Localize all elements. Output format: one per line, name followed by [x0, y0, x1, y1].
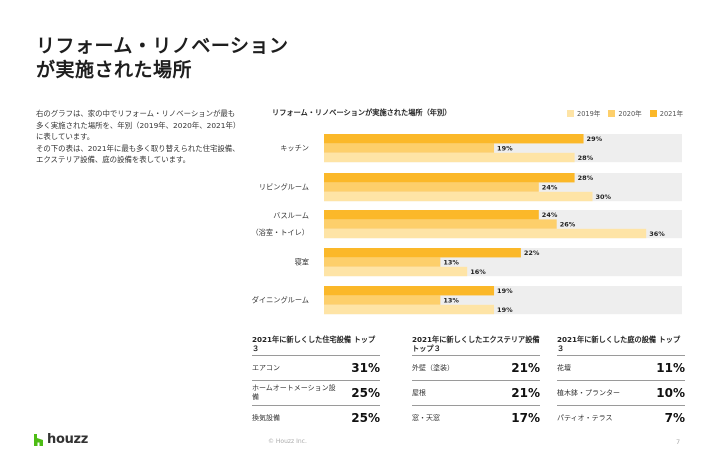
bar-2019-cat0: [324, 152, 575, 163]
top3-tables: 2021年に新しくした住宅設備 トップ３ エアコン 31% ホームオートメーション設備…: [252, 335, 685, 435]
table-row-value: 31%: [351, 361, 380, 375]
description-paragraph-1: 右のグラフは、家の中でリフォーム・リノベーションが最も多く実施された場所を、年別…: [36, 109, 241, 142]
legend-label-2020: 2020年: [618, 110, 642, 118]
data-label-2019-cat1: 30%: [596, 193, 612, 201]
table-row-label: 外壁（塗装）: [412, 363, 454, 372]
houzz-logo: houzz: [34, 432, 88, 447]
table-row: ホームオートメーション設備 25%: [252, 380, 380, 405]
table-row-label: パティオ・テラス: [557, 413, 613, 422]
bar-2019-cat4: [324, 304, 495, 315]
data-label-2019-cat0: 28%: [578, 154, 594, 162]
table-2: 2021年に新しくしたエクステリア設備 トップ３ 外壁（塗装） 21% 屋根 21% 窓・…: [412, 335, 540, 430]
bar-2020-cat0: [324, 143, 495, 153]
category-label-0: キッチン: [280, 144, 309, 153]
table-row-label: 植木鉢・プランター: [557, 388, 620, 397]
table-row-value: 17%: [511, 411, 540, 425]
category-label-2-line0: バスルーム: [273, 211, 309, 220]
legend-swatch-2020: [608, 109, 616, 117]
data-label-2020-cat1: 24%: [542, 183, 558, 191]
houzz-logo-text: houzz: [47, 432, 89, 447]
table-row-label: 換気設備: [252, 413, 280, 422]
bar-2019-cat2: [324, 228, 647, 239]
table-title: 2021年に新しくした庭の設備 トップ３: [557, 335, 681, 353]
chart-title: リフォーム・リノベーションが実施された場所（年別）: [272, 108, 452, 117]
table-3: 2021年に新しくした庭の設備 トップ３ 花壇 11% 植木鉢・プランター 10% パティ…: [557, 335, 685, 430]
bar-chart: 29%19%28%キッチン28%24%30%リビングルーム24%26%36%バス…: [251, 134, 682, 315]
table-row: 換気設備 25%: [252, 405, 380, 430]
page-title-line2: が実施された場所: [36, 59, 193, 81]
table-row-value: 25%: [351, 411, 380, 425]
bar-2020-cat1: [324, 182, 539, 192]
bar-2019-cat1: [324, 191, 593, 202]
data-label-2021-cat2: 24%: [542, 211, 558, 219]
table-row: 花壇 11%: [557, 355, 685, 380]
legend-item-2020: 2020年: [608, 108, 642, 118]
legend-swatch-2019: [567, 109, 574, 117]
table-row: 窓・天窓 17%: [412, 405, 540, 430]
table-1: 2021年に新しくした住宅設備 トップ３ エアコン 31% ホームオートメーション設備…: [252, 335, 380, 430]
table-row-label: 屋根: [412, 388, 426, 397]
table-row-value: 25%: [351, 386, 380, 400]
table-row-label: 花壇: [557, 363, 571, 372]
data-label-2021-cat3: 22%: [524, 249, 540, 257]
legend-label-2021: 2021年: [659, 110, 684, 118]
data-label-2020-cat2: 26%: [560, 220, 576, 228]
table-row: エアコン 31%: [252, 355, 380, 380]
bar-2021-cat1: [324, 173, 575, 183]
data-label-2021-cat0: 29%: [587, 135, 603, 143]
page-number: 7: [676, 438, 681, 446]
table-row: 植木鉢・プランター 10%: [557, 380, 685, 405]
table-row-label: ホームオートメーション設備: [252, 384, 336, 401]
table-row-label: 窓・天窓: [412, 413, 440, 422]
legend-item-2019: 2019年: [567, 108, 600, 118]
table-title: 2021年に新しくしたエクステリア設備 トップ３: [412, 335, 540, 353]
page-title-line1: リフォーム・リノベーション: [36, 35, 289, 57]
table-row: 外壁（塗装） 21%: [412, 355, 540, 380]
bar-2020-cat4: [324, 295, 441, 305]
description: 右のグラフは、家の中でリフォーム・リノベーションが最も多く実施された場所を、年別…: [36, 108, 241, 166]
bar-2021-cat2: [324, 210, 539, 220]
data-label-2020-cat0: 19%: [497, 144, 513, 152]
table-row-value: 21%: [511, 386, 540, 400]
houzz-logo-icon: [34, 433, 43, 446]
bar-2020-cat2: [324, 219, 557, 229]
data-label-2020-cat4: 13%: [443, 296, 459, 304]
table-row-label: エアコン: [252, 363, 280, 372]
data-label-2019-cat4: 19%: [497, 306, 513, 314]
chart-legend: 2019年 2020年 2021年: [567, 108, 683, 118]
description-paragraph-2: その下の表は、2021年に最も多く取り替えられた住宅設備、エクステリア設備、庭の…: [36, 143, 240, 165]
table-row-value: 11%: [656, 361, 685, 375]
legend-label-2019: 2019年: [577, 110, 601, 118]
category-label-2-line1: （浴室・トイレ）: [251, 228, 309, 237]
bar-2020-cat3: [324, 257, 441, 267]
data-label-2021-cat1: 28%: [578, 174, 594, 182]
legend-item-2021: 2021年: [649, 108, 684, 118]
table-row: パティオ・テラス 7%: [557, 405, 685, 430]
table-title: 2021年に新しくした住宅設備 トップ３: [252, 335, 376, 353]
bar-2021-cat3: [324, 248, 521, 258]
data-label-2019-cat3: 16%: [470, 268, 486, 276]
bar-2021-cat4: [324, 286, 495, 296]
table-row: 屋根 21%: [412, 380, 540, 405]
bar-2019-cat3: [324, 266, 468, 277]
category-label-4: ダイニングルーム: [252, 296, 309, 305]
table-row-value: 7%: [664, 411, 685, 425]
category-label-1: リビングルーム: [259, 183, 309, 192]
data-label-2020-cat3: 13%: [443, 258, 459, 266]
bar-2021-cat0: [324, 134, 584, 144]
category-label-3: 寝室: [295, 258, 309, 267]
table-row-value: 21%: [511, 361, 540, 375]
data-label-2021-cat4: 19%: [497, 287, 513, 295]
page-title: リフォーム・リノベーション が実施された場所: [36, 34, 289, 82]
table-row-value: 10%: [656, 386, 685, 400]
legend-swatch-2021: [649, 109, 657, 117]
data-label-2019-cat2: 36%: [649, 230, 665, 238]
copyright: © Houzz Inc.: [268, 438, 307, 445]
